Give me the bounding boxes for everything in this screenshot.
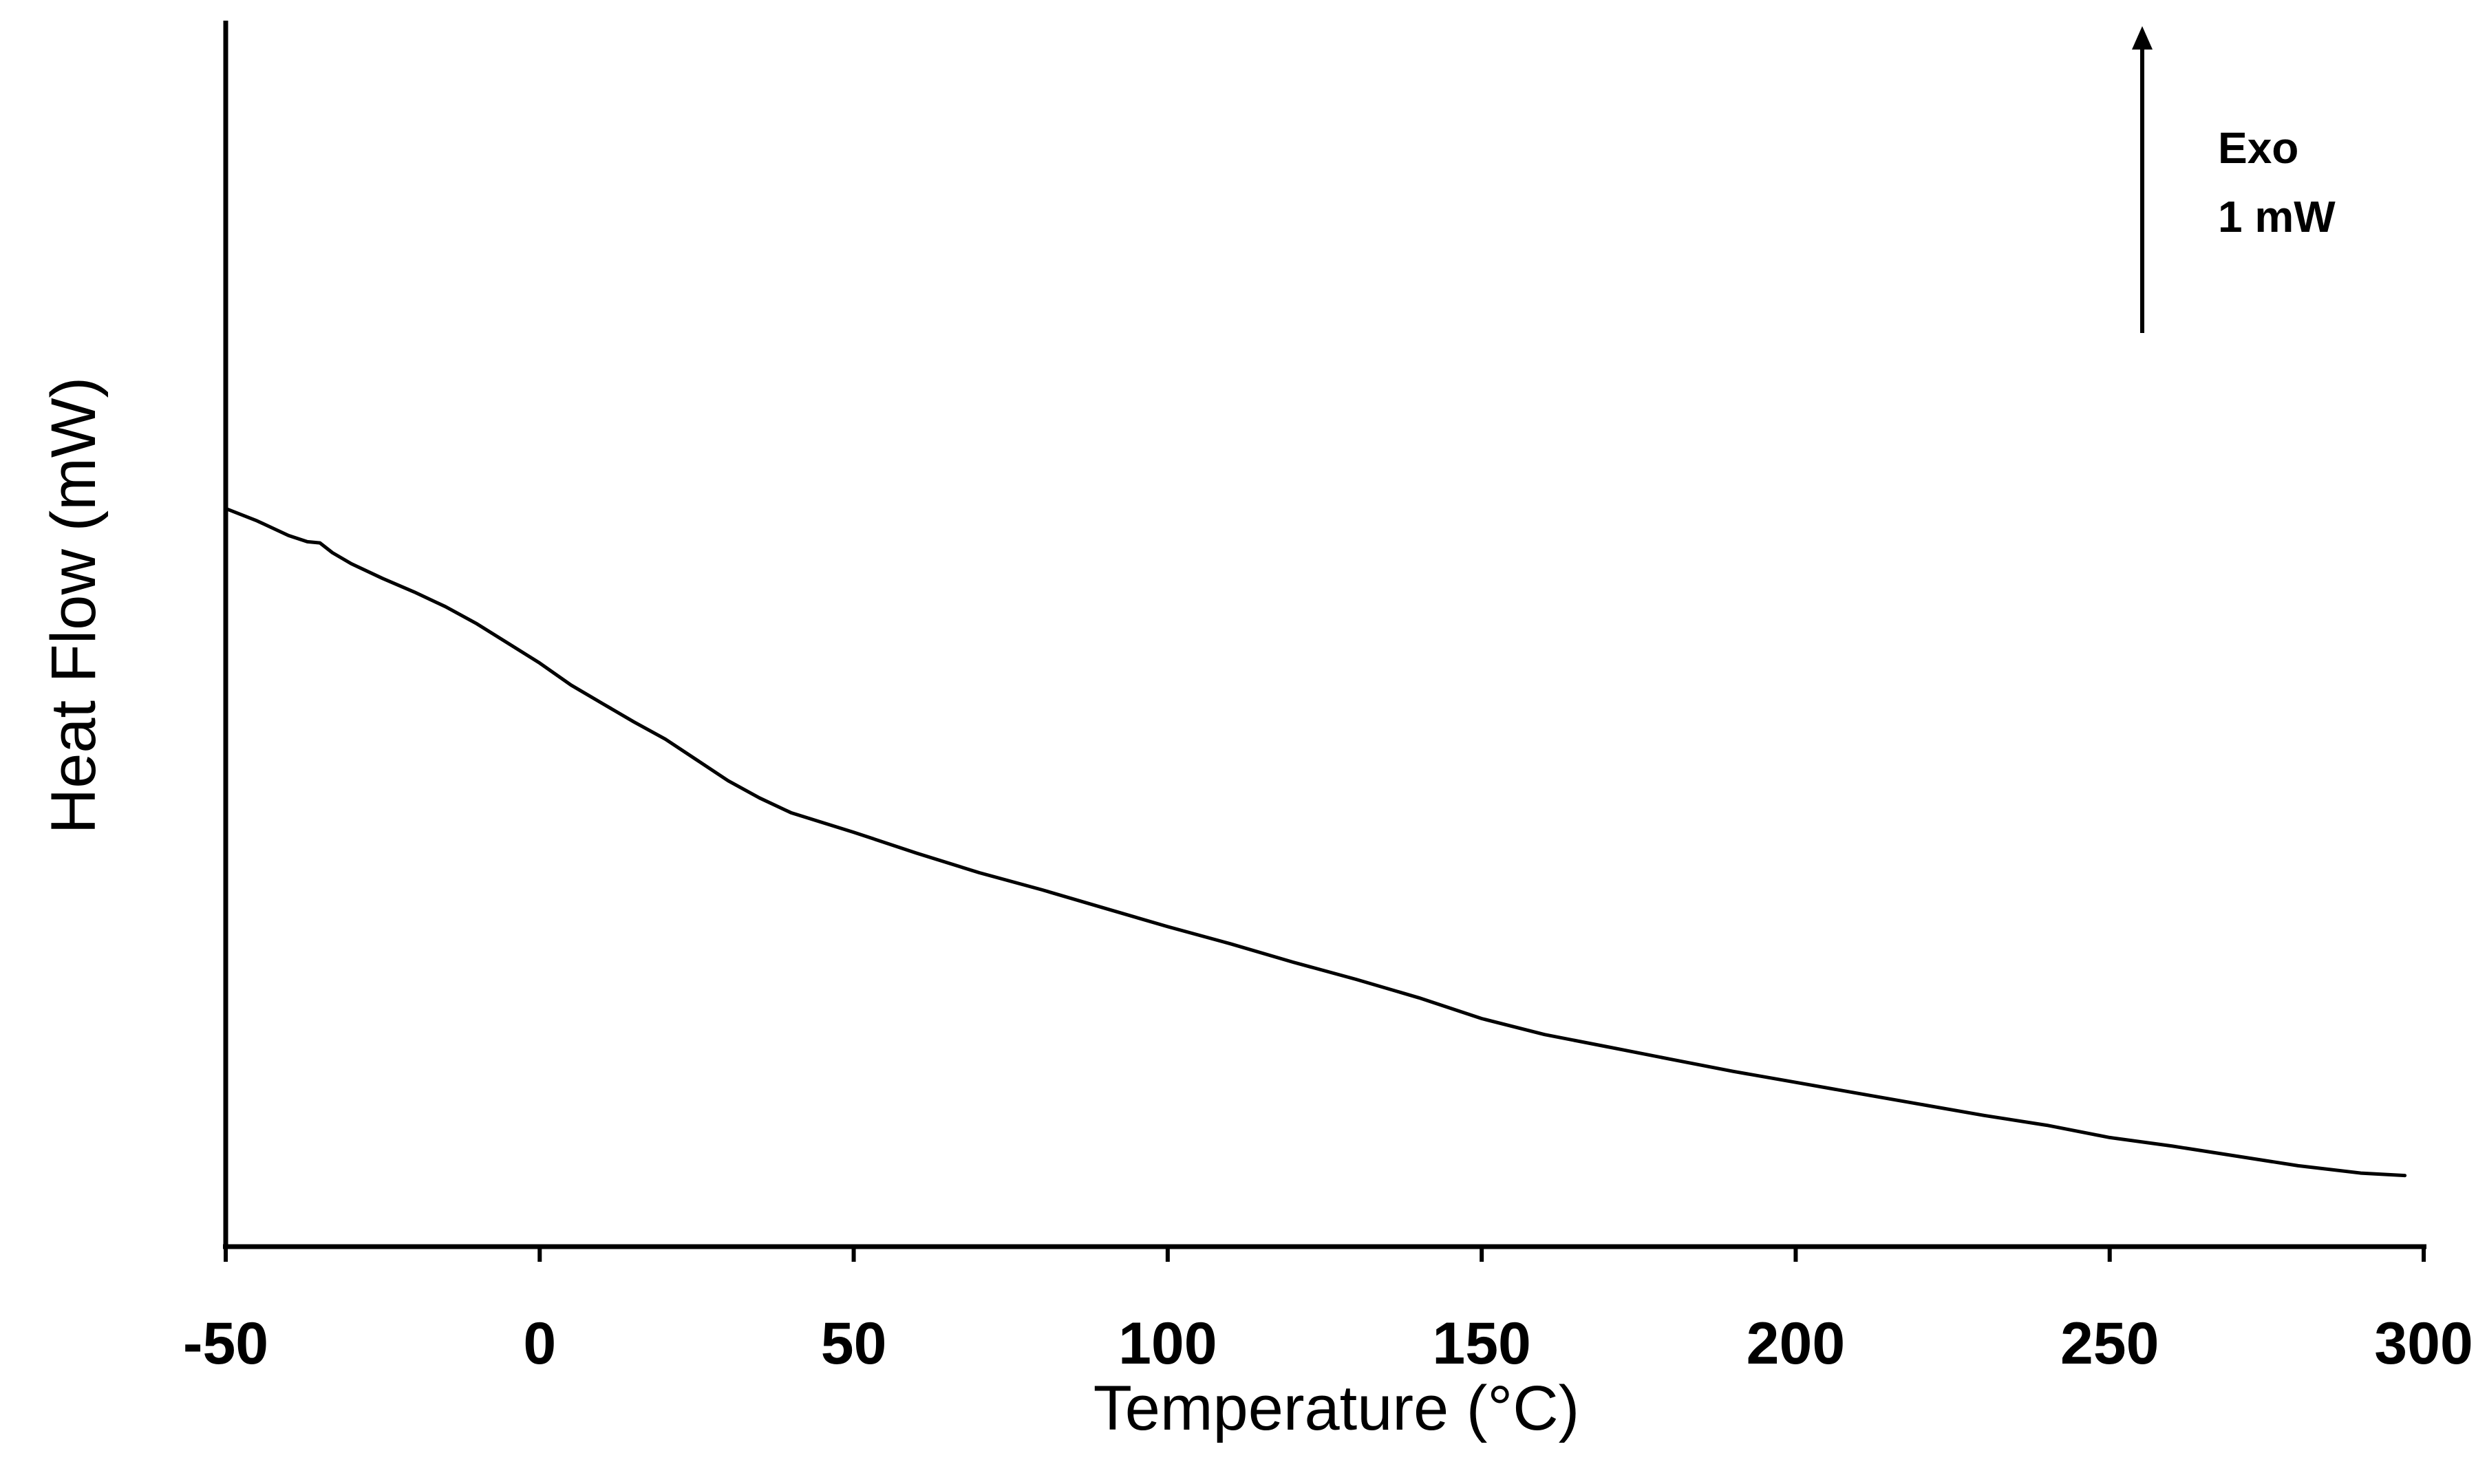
x-tick-label: 100 xyxy=(1118,1311,1217,1377)
x-axis-title: Temperature (°C) xyxy=(1093,1373,1580,1443)
x-ticks xyxy=(224,1247,2426,1262)
y-axis-title: Heat Flow (mW) xyxy=(39,377,109,834)
x-tick-label: 200 xyxy=(1747,1311,1846,1377)
x-tick-label: 300 xyxy=(2374,1311,2473,1377)
x-tick-label: 150 xyxy=(1432,1311,1531,1377)
x-tick-labels: -50 0 50 100 150 200 250 300 xyxy=(183,1311,2473,1377)
scale-label: 1 mW xyxy=(2218,192,2336,241)
heat-flow-series-line xyxy=(224,506,2407,1178)
x-tick-label: -50 xyxy=(183,1311,268,1377)
exo-label: Exo xyxy=(2218,123,2298,173)
x-tick-label: 250 xyxy=(2060,1311,2159,1377)
x-tick-label: 0 xyxy=(523,1311,556,1377)
up-arrow-icon xyxy=(2132,26,2153,50)
x-tick-label: 50 xyxy=(821,1311,887,1377)
